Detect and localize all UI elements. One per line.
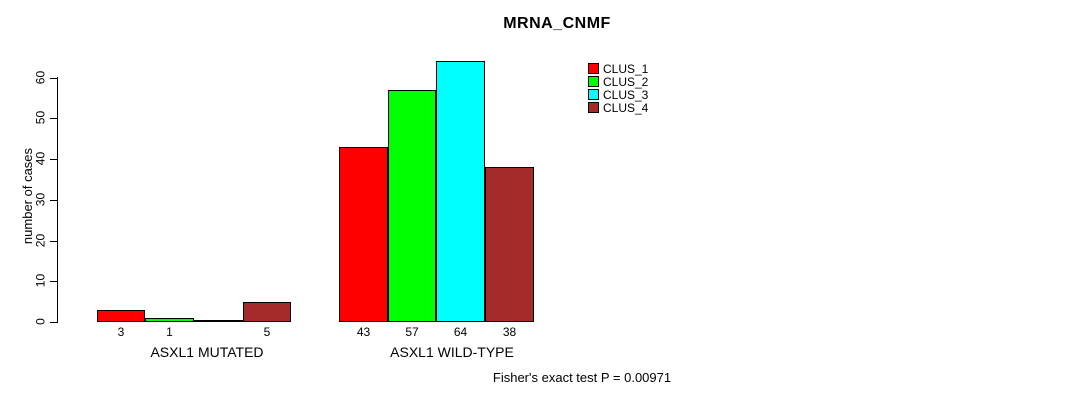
- legend-label: CLUS_4: [603, 100, 649, 115]
- y-axis-tick: [50, 159, 58, 160]
- legend: CLUS_1 CLUS_2 CLUS_3 CLUS_4: [588, 61, 649, 115]
- y-axis-tick: [50, 78, 58, 79]
- x-category-label: ASXL1 MUTATED: [150, 344, 264, 360]
- y-axis-tick-label: 20: [33, 233, 47, 248]
- y-axis-tick-label: 60: [33, 70, 47, 85]
- legend-swatch-clus_2: [588, 76, 599, 87]
- legend-label: CLUS_2: [603, 74, 649, 89]
- y-axis-tick-label: 0: [33, 318, 47, 325]
- y-axis-tick-label: 40: [33, 151, 47, 166]
- stat-test-text: Fisher's exact test P = 0.00971: [492, 370, 672, 385]
- bar-count-label: 5: [263, 325, 271, 339]
- bar-clus_4-group1: [243, 302, 291, 322]
- bar-clus_3-group1-zero: [194, 320, 243, 322]
- y-axis-tick-label: 50: [33, 110, 47, 125]
- bar-count-label: 57: [405, 325, 419, 339]
- legend-swatch-clus_3: [588, 89, 599, 100]
- bar-count-label: 64: [453, 325, 468, 339]
- bar-count-label: 1: [166, 325, 173, 339]
- bar-clus_2-group1: [145, 318, 194, 322]
- legend-label: CLUS_1: [603, 61, 649, 76]
- legend-item: CLUS_1: [588, 61, 649, 76]
- y-axis-tick: [50, 118, 58, 119]
- y-axis-tick-label: 10: [33, 273, 47, 288]
- bar-clus_1-group2: [339, 147, 388, 322]
- x-category-label: ASXL1 WILD-TYPE: [390, 344, 514, 360]
- bar-count-label: 38: [502, 325, 517, 339]
- bar-clus_3-group2: [436, 61, 485, 322]
- bar-clus_2-group2: [388, 90, 436, 322]
- legend-item: CLUS_2: [588, 74, 649, 89]
- legend-label: CLUS_3: [603, 87, 649, 102]
- y-axis-tick-label: 30: [33, 192, 47, 207]
- y-axis-tick: [50, 281, 58, 282]
- legend-swatch-clus_1: [588, 63, 599, 74]
- legend-swatch-clus_4: [588, 102, 599, 113]
- y-axis-tick: [50, 322, 58, 323]
- chart-title: MRNA_CNMF: [503, 15, 611, 32]
- legend-item: CLUS_3: [588, 87, 649, 102]
- y-axis-tick: [50, 241, 58, 242]
- bar-clus_1-group1: [97, 310, 145, 322]
- legend-item: CLUS_4: [588, 100, 649, 115]
- y-axis-tick: [50, 200, 58, 201]
- bar-clus_4-group2: [485, 167, 534, 322]
- bar-count-label: 43: [356, 325, 371, 339]
- y-axis-label: number of cases: [20, 147, 35, 245]
- bar-count-label: 3: [117, 325, 125, 339]
